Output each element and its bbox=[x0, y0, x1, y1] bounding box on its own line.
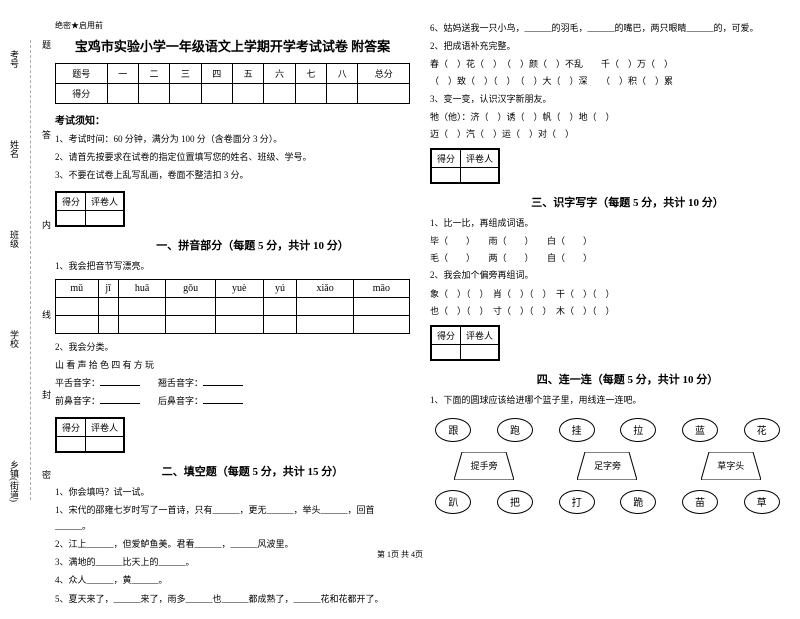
oval: 跑 bbox=[497, 418, 533, 442]
left-column: 绝密★启用前 宝鸡市实验小学一年级语文上学期开学考试试卷 附答案 题号一二三四五… bbox=[55, 20, 410, 609]
oval: 把 bbox=[497, 490, 533, 514]
side-label: 班级 bbox=[8, 230, 21, 248]
oval: 草 bbox=[744, 490, 780, 514]
trapezoid-row: 提手旁 足字旁 草字头 bbox=[430, 452, 785, 480]
trapezoid: 足字旁 bbox=[577, 452, 637, 480]
oval: 趴 bbox=[435, 490, 471, 514]
compare-line: 毕（ ） 雨（ ） 白（ ） bbox=[430, 233, 785, 250]
trapezoid: 草字头 bbox=[701, 452, 761, 480]
seal-char: 封 bbox=[40, 390, 53, 399]
q-text: 1、我会把音节写漂亮。 bbox=[55, 258, 410, 274]
section-2-title: 二、填空题（每题 5 分，共计 15 分） bbox=[95, 463, 410, 479]
compare-line: 毛（ ） 两（ ） 自（ ） bbox=[430, 250, 785, 267]
seal-char: 密 bbox=[40, 470, 53, 479]
oval: 跟 bbox=[435, 418, 471, 442]
side-label: 乡镇(街道) bbox=[8, 460, 21, 502]
q-text: 3、变一变，认识汉字新朋友。 bbox=[430, 91, 785, 107]
th: 得分 bbox=[56, 84, 108, 104]
secret-label: 绝密★启用前 bbox=[55, 20, 410, 31]
pinyin-table: mǔjīhuāgǒuyuèyúxiǎomāo bbox=[55, 279, 410, 334]
exam-title: 宝鸡市实验小学一年级语文上学期开学考试试卷 附答案 bbox=[55, 36, 410, 55]
fill-line: 1、宋代的邵雍七岁时写了一首诗，只有______，更无______，举头____… bbox=[55, 502, 410, 534]
right-column: 6、姑妈送我一只小鸟，______的羽毛，______的嘴巴，两只眼睛_____… bbox=[430, 20, 785, 609]
notice-line: 2、请首先按要求在试卷的指定位置填写您的姓名、班级、学号。 bbox=[55, 149, 410, 165]
q-text: 2、把成语补充完整。 bbox=[430, 38, 785, 54]
oval: 跪 bbox=[620, 490, 656, 514]
notice-line: 3、不要在试卷上乱写乱画，卷面不整洁扣 3 分。 bbox=[55, 167, 410, 183]
side-label: 考号 bbox=[8, 50, 21, 68]
q-text: 1、下面的圆球应该给进哪个篮子里，用线连一连吧。 bbox=[430, 392, 785, 408]
score-box: 得分评卷人 bbox=[430, 148, 500, 184]
side-label: 学校 bbox=[8, 330, 21, 348]
q-text: 1、比一比，再组成词语。 bbox=[430, 215, 785, 231]
fill-line: 5、夏天来了，______来了，雨多______也______都成熟了，____… bbox=[55, 591, 410, 607]
score-box: 得分评卷人 bbox=[55, 417, 125, 453]
seal-char: 题 bbox=[40, 40, 53, 49]
radical-line: 也（ ）（ ） 寸（ ）（ ） 木（ ）（ ） bbox=[430, 303, 785, 320]
fill-line: 平舌音字： 翘舌音字： bbox=[55, 375, 410, 391]
score-box: 得分评卷人 bbox=[430, 325, 500, 361]
notice-title: 考试须知： bbox=[55, 112, 410, 127]
idiom-line: （ ）致（ ）（ ） （ ）大（ ）深 （ ）积（ ）累 bbox=[430, 73, 785, 90]
page-content: 绝密★启用前 宝鸡市实验小学一年级语文上学期开学考试试卷 附答案 题号一二三四五… bbox=[0, 0, 800, 619]
fill-line: 6、姑妈送我一只小鸟，______的羽毛，______的嘴巴，两只眼睛_____… bbox=[430, 20, 785, 36]
oval: 打 bbox=[559, 490, 595, 514]
oval: 花 bbox=[744, 418, 780, 442]
seal-char: 答 bbox=[40, 130, 53, 139]
char-line: 迈（ ）汽（ ）运（ ）对（ ） bbox=[430, 126, 785, 143]
oval: 苗 bbox=[682, 490, 718, 514]
seal-char: 内 bbox=[40, 220, 53, 229]
side-labels: 考号 姓名 班级 学校 乡镇(街道) 题 答 内 线 封 密 bbox=[8, 20, 48, 520]
idiom-line: 春（ ）花（ ） （ ）颜（ ）不乱 千（ ）万（ ） bbox=[430, 56, 785, 73]
oval: 蓝 bbox=[682, 418, 718, 442]
notice-line: 1、考试时间：60 分钟，满分为 100 分（含卷面分 3 分）。 bbox=[55, 131, 410, 147]
oval: 挂 bbox=[559, 418, 595, 442]
th: 题号 bbox=[56, 64, 108, 84]
fill-line: 前鼻音字： 后鼻音字： bbox=[55, 393, 410, 409]
char-list: 山 看 声 拾 色 四 有 方 玩 bbox=[55, 357, 410, 373]
q-text: 2、我会分类。 bbox=[55, 339, 410, 355]
ovals-row-1: 跟 跑 挂 拉 蓝 花 bbox=[430, 418, 785, 442]
trapezoid: 提手旁 bbox=[454, 452, 514, 480]
score-box: 得分评卷人 bbox=[55, 191, 125, 227]
seal-char: 线 bbox=[40, 310, 53, 319]
section-1-title: 一、拼音部分（每题 5 分，共计 10 分） bbox=[95, 237, 410, 253]
oval: 拉 bbox=[620, 418, 656, 442]
section-4-title: 四、连一连（每题 5 分，共计 10 分） bbox=[470, 371, 785, 387]
section-3-title: 三、识字写字（每题 5 分，共计 10 分） bbox=[470, 194, 785, 210]
q-text: 2、我会加个偏旁再组词。 bbox=[430, 267, 785, 283]
score-table: 题号一二三四五六七八总分 得分 bbox=[55, 63, 410, 104]
fill-line: 4、众人______，黄______。 bbox=[55, 572, 410, 588]
side-label: 姓名 bbox=[8, 140, 21, 158]
page-footer: 第 1页 共 4页 bbox=[0, 549, 800, 560]
radical-line: 象（ ）（ ） 肖（ ）（ ） 干（ ）（ ） bbox=[430, 286, 785, 303]
ovals-row-2: 趴 把 打 跪 苗 草 bbox=[430, 490, 785, 514]
char-line: 牠（他）：济（ ）诱（ ）帆（ ）地（ ） bbox=[430, 109, 785, 126]
q-text: 1、你会填吗？试一试。 bbox=[55, 484, 410, 500]
